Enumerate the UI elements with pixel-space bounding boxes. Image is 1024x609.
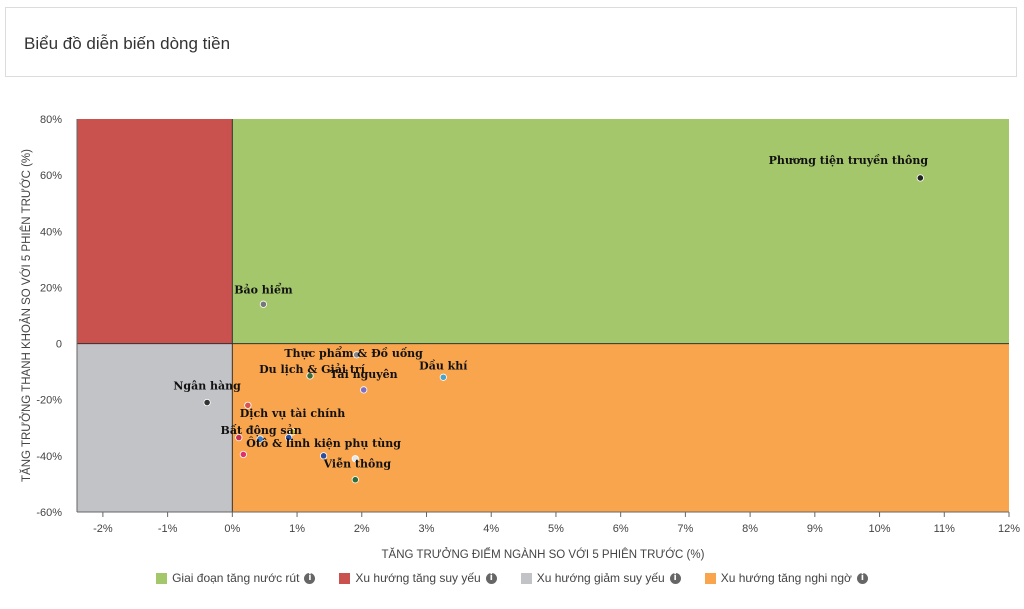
x-tick-label: -2% xyxy=(93,523,113,535)
x-tick-label: 6% xyxy=(613,523,629,535)
legend-item[interactable]: Xu hướng giảm suy yếu i xyxy=(520,571,681,585)
y-tick-label: -20% xyxy=(36,395,62,407)
info-icon[interactable]: i xyxy=(856,572,868,584)
point-label: Du lịch & Giải trí xyxy=(259,363,366,376)
y-tick-label: 40% xyxy=(40,226,62,238)
x-tick-label: 5% xyxy=(548,523,564,535)
legend-swatch xyxy=(704,572,716,584)
scatter-point xyxy=(439,373,447,381)
scatter-point xyxy=(203,398,211,407)
y-tick-label: -60% xyxy=(36,507,62,519)
info-icon[interactable]: i xyxy=(485,572,497,584)
legend-swatch xyxy=(339,572,351,584)
legend-label: Xu hướng tăng suy yếu xyxy=(355,571,481,585)
y-tick-label: 80% xyxy=(40,114,62,126)
x-tick-label: 9% xyxy=(807,523,823,535)
legend-item[interactable]: Xu hướng tăng suy yếu i xyxy=(339,571,497,585)
scatter-point xyxy=(259,300,267,308)
point-label: Dầu khí xyxy=(419,359,468,372)
x-tick-label: 12% xyxy=(998,523,1020,535)
legend-swatch xyxy=(156,572,168,584)
point-label: Phương tiện truyền thông xyxy=(769,154,929,167)
scatter-point xyxy=(352,351,361,359)
info-icon[interactable]: i xyxy=(669,572,681,584)
x-tick-label: 2% xyxy=(354,523,370,535)
scatter-point xyxy=(351,455,359,463)
legend-label: Giai đoạn tăng nước rút xyxy=(172,571,300,585)
x-tick-label: 10% xyxy=(869,523,891,535)
scatter-point xyxy=(239,450,247,459)
x-tick-label: 4% xyxy=(483,523,499,535)
point-label: Bất động sản xyxy=(221,424,302,437)
x-tick-label: 1% xyxy=(289,523,305,535)
y-tick-label: 0 xyxy=(56,339,62,351)
scatter-point xyxy=(285,434,293,442)
y-tick-label: 60% xyxy=(40,170,62,182)
info-icon[interactable]: i xyxy=(304,572,316,584)
scatter-point xyxy=(916,174,924,182)
legend-swatch xyxy=(520,572,532,584)
cashflow-chart: -2% -1% 0% 1% 2% 3% 4% 5% 6% 7% 8% 9% 10% 11% 12% -60% -… xyxy=(20,114,1020,561)
scatter-point xyxy=(235,434,243,442)
x-tick-label: 3% xyxy=(419,523,435,535)
y-tick-label: -40% xyxy=(36,451,62,463)
x-tick-label: 8% xyxy=(742,523,758,535)
chart-legend: Giai đoạn tăng nước rút i Xu hướng tăng su… xyxy=(0,569,1024,587)
point-label: Bảo hiểm xyxy=(234,282,293,296)
zone-red xyxy=(77,119,233,344)
point-label: Ôtô & linh kiện phụ tùng xyxy=(246,436,401,450)
scatter-point xyxy=(288,428,297,436)
point-label: Thực phẩm & Đồ uống xyxy=(284,346,423,360)
zone-green xyxy=(232,119,1010,344)
page-title: Biểu đồ diễn biến dòng tiền xyxy=(24,34,231,53)
point-label: Ngân hàng xyxy=(173,380,241,393)
x-tick-label: -1% xyxy=(158,523,178,535)
scatter-point xyxy=(256,435,264,443)
zone-gray xyxy=(77,343,233,512)
legend-item[interactable]: Xu hướng tăng nghi ngờ i xyxy=(704,571,868,585)
legend-label: Xu hướng giảm suy yếu xyxy=(536,571,665,585)
legend-label: Xu hướng tăng nghi ngờ xyxy=(720,571,852,585)
y-tick-label: 20% xyxy=(40,282,62,294)
point-label: Viễn thông xyxy=(323,457,392,471)
scatter-point xyxy=(351,476,359,484)
scatter-point xyxy=(360,386,368,394)
scatter-point xyxy=(306,372,314,380)
scatter-point xyxy=(319,452,328,460)
point-label: Tài nguyên xyxy=(330,368,398,381)
x-tick-label: 7% xyxy=(677,523,693,535)
x-axis-title: TĂNG TRƯỞNG ĐIỂM NGÀNH SO VỚI 5 PHIÊN TR… xyxy=(382,548,705,561)
x-tick-label: 0% xyxy=(224,523,240,535)
legend-item[interactable]: Giai đoạn tăng nước rút i xyxy=(156,571,316,585)
point-label: Dịch vụ tài chính xyxy=(240,407,346,420)
y-axis-title: TĂNG TRƯỞNG THANH KHOẢN SO VỚI 5 PHIÊN T… xyxy=(20,149,33,482)
x-tick-label: 11% xyxy=(934,523,955,535)
chart-header-card: Biểu đồ diễn biến dòng tiền xyxy=(5,7,1017,77)
scatter-point xyxy=(244,401,252,409)
zone-orange xyxy=(232,343,1010,512)
